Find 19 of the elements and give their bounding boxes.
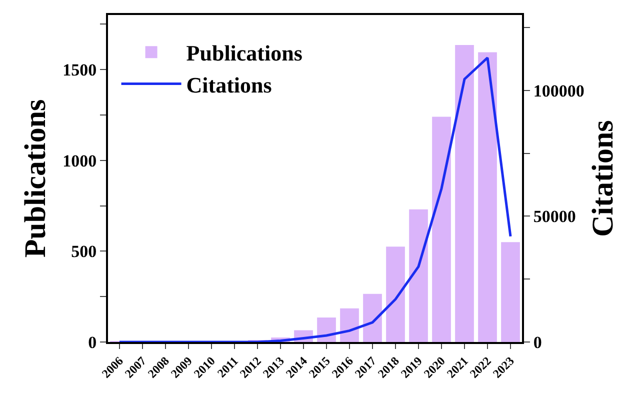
bar bbox=[501, 242, 520, 342]
bar bbox=[432, 116, 451, 342]
legend-label: Citations bbox=[186, 72, 272, 98]
y-axis-title: Publications bbox=[19, 99, 52, 258]
bar bbox=[455, 44, 474, 342]
y-tick-label: 1000 bbox=[62, 151, 97, 170]
y-tick-label: 0 bbox=[88, 332, 97, 352]
bar bbox=[386, 246, 405, 342]
bar bbox=[409, 209, 428, 342]
y2-axis-title: Citations bbox=[586, 120, 620, 237]
y-tick-label: 1500 bbox=[62, 60, 97, 80]
bar bbox=[478, 52, 497, 342]
legend-label: Publications bbox=[186, 40, 303, 66]
bar bbox=[363, 294, 382, 342]
y-tick-label: 500 bbox=[71, 242, 97, 262]
y2-tick-label: 50000 bbox=[533, 207, 576, 226]
y2-tick-label: 0 bbox=[533, 332, 542, 352]
y2-tick-label: 100000 bbox=[533, 81, 584, 100]
bar bbox=[340, 308, 359, 342]
